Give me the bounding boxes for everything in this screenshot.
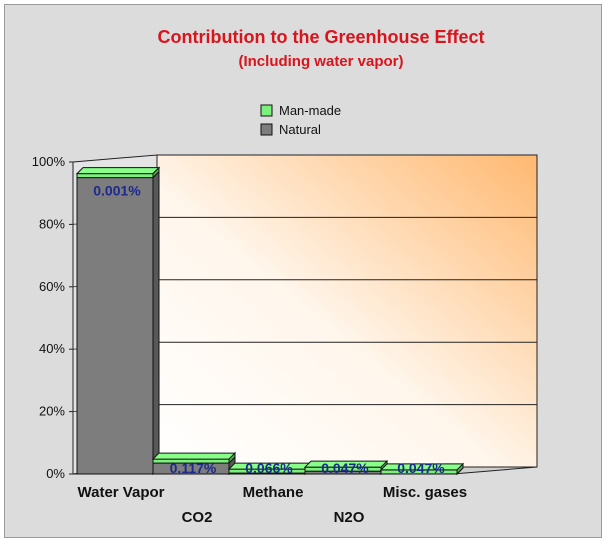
legend: Man-made Natural bbox=[260, 103, 341, 137]
category-label: Water Vapor bbox=[78, 484, 165, 501]
data-label: 0.047% bbox=[397, 460, 445, 476]
chart-subtitle: (Including water vapor) bbox=[238, 53, 403, 70]
legend-label: Natural bbox=[279, 122, 321, 137]
chart: Contribution to the Greenhouse Effect (I… bbox=[32, 27, 538, 526]
bar-man-made bbox=[76, 173, 154, 179]
data-label: 0.066% bbox=[245, 460, 293, 476]
bar-man-made-top bbox=[151, 452, 237, 460]
plot-area: 0% 20% 40% 60% 80% 100% 0.001% Water Vapor 0.117… bbox=[32, 154, 538, 526]
bar-natural bbox=[76, 177, 154, 475]
bar-man-made-side bbox=[152, 166, 160, 179]
category-label: CO2 bbox=[182, 509, 213, 526]
data-label: 0.001% bbox=[93, 183, 141, 199]
y-tick-label: 40% bbox=[39, 341, 65, 356]
bar-man-made-top bbox=[75, 167, 161, 175]
data-label: 0.047% bbox=[321, 460, 369, 476]
category-label: Methane bbox=[243, 484, 304, 501]
bar-natural-side bbox=[152, 170, 160, 476]
data-label: 0.117% bbox=[170, 460, 217, 476]
category-label: Misc. gases bbox=[383, 484, 467, 501]
plot-background bbox=[156, 154, 538, 468]
chart-title: Contribution to the Greenhouse Effect bbox=[158, 27, 485, 47]
legend-swatch bbox=[260, 104, 273, 117]
y-tick-label: 100% bbox=[32, 154, 66, 169]
y-tick-label: 80% bbox=[39, 216, 65, 231]
y-tick-label: 20% bbox=[39, 404, 65, 419]
legend-swatch bbox=[260, 123, 273, 136]
bar-man-made-side bbox=[456, 462, 464, 476]
legend-label: Man-made bbox=[279, 103, 341, 118]
y-tick-label: 0% bbox=[46, 466, 65, 481]
bar-man-made-side bbox=[228, 451, 236, 465]
y-tick-label: 60% bbox=[39, 279, 65, 294]
category-label: N2O bbox=[334, 509, 365, 526]
chart-frame: Contribution to the Greenhouse Effect (I… bbox=[4, 4, 602, 538]
